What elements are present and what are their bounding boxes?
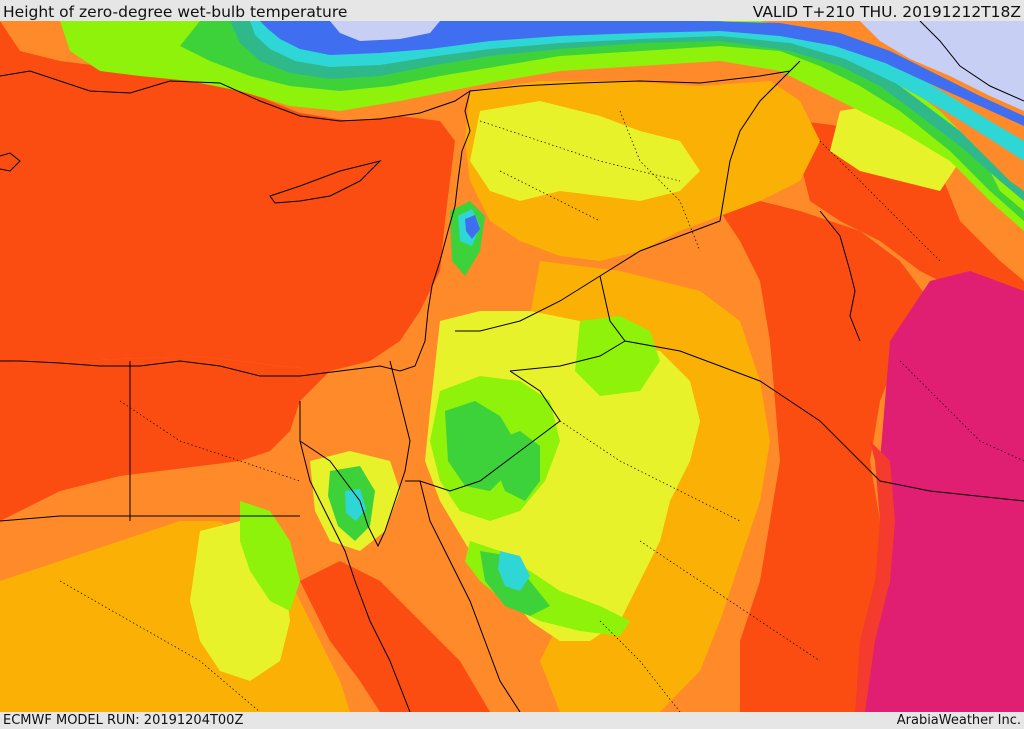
- provinces-iran-1: [819, 140, 941, 262]
- coast-turkey: [0, 70, 471, 152]
- field-redsea-south: [300, 561, 490, 712]
- border-saudi-north: [405, 370, 561, 492]
- border-saudi-jordan: [509, 340, 626, 372]
- valid-time: VALID T+210 THU. 20191212T18Z: [752, 3, 1021, 21]
- field-verylow-blacksea: [330, 21, 440, 41]
- field-yellow-syria: [470, 101, 700, 201]
- field-crimson-edge: [855, 441, 895, 712]
- border-iraq-saudi: [455, 220, 721, 332]
- field-egypt: [0, 356, 330, 521]
- field-blue-lebanon: [465, 215, 480, 239]
- provinces-iran-2: [899, 360, 1024, 462]
- weather-map: [0, 21, 1024, 712]
- field-magenta: [860, 271, 1024, 712]
- coast-cyprus: [269, 160, 382, 204]
- coast-sinai: [299, 360, 411, 548]
- field-green-jordan: [575, 316, 660, 396]
- header-bar: Height of zero-degree wet-bulb temperatu…: [0, 0, 1024, 21]
- provinces-iraq: [619, 110, 701, 252]
- coast-gulf: [819, 210, 861, 342]
- footer-bar: ECMWF MODEL RUN: 20191204T00Z ArabiaWeat…: [0, 712, 1024, 729]
- field-iran: [800, 121, 1024, 321]
- field-cyan-hejaz: [498, 551, 530, 591]
- credit-text: ArabiaWeather Inc.: [896, 713, 1021, 728]
- border-jordan: [599, 275, 1024, 502]
- model-run: ECMWF MODEL RUN: 20191204T00Z: [3, 713, 244, 728]
- country-borders: [0, 21, 1024, 712]
- map-title: Height of zero-degree wet-bulb temperatu…: [3, 3, 348, 21]
- provinces-saudi-1: [559, 420, 741, 522]
- border-syria-iraq: [469, 60, 801, 92]
- field-dkgreen-negev: [495, 431, 540, 501]
- field-layers: [0, 21, 1024, 712]
- border-iraq-iran: [719, 70, 791, 222]
- provinces-turkey: [499, 170, 601, 222]
- coast-redsea-east: [419, 480, 521, 712]
- coast-crete: [0, 152, 21, 172]
- provinces-egypt: [119, 400, 301, 482]
- provinces-sudan: [59, 580, 261, 712]
- map-canvas: [0, 21, 1024, 712]
- province-lines: [59, 110, 1024, 712]
- field-teal-north: [230, 21, 1024, 201]
- field-verylow-caspian: [860, 21, 1024, 111]
- provinces-saudi-2: [639, 540, 821, 662]
- coast-caspian: [919, 21, 1024, 102]
- field-blue-north: [260, 21, 1024, 126]
- border-egypt-sudan: [0, 515, 300, 522]
- field-green-ethiopia: [240, 501, 300, 611]
- field-cyan-sinai: [345, 489, 366, 521]
- coast-levant: [0, 150, 463, 377]
- provinces-saudi-3: [599, 620, 681, 712]
- field-mediterranean: [0, 21, 455, 371]
- coast-redsea-west: [299, 401, 411, 712]
